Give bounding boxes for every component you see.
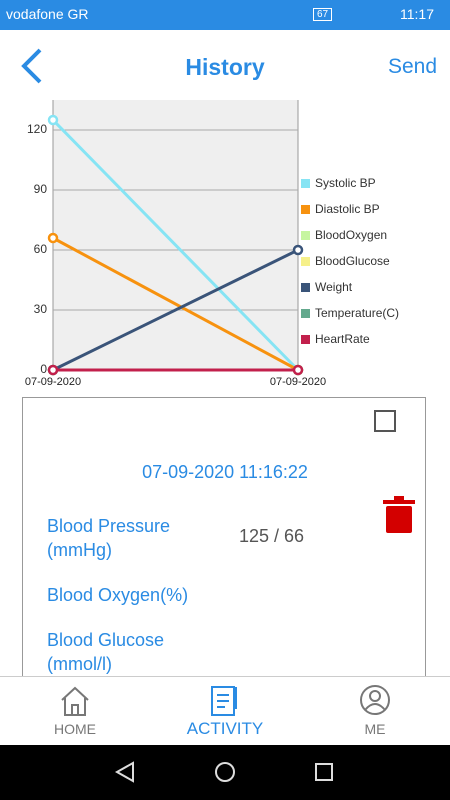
legend-label: Temperature(C) [315, 306, 399, 320]
send-button[interactable]: Send [388, 55, 438, 78]
legend-swatch [301, 205, 310, 214]
me-icon[interactable] [359, 684, 391, 716]
carrier: vodafone GR [6, 6, 89, 22]
y-tick-label: 90 [34, 182, 48, 196]
header: History Send [0, 30, 450, 102]
recent-key[interactable] [315, 763, 333, 781]
point [47, 232, 59, 244]
legend-label: HeartRate [315, 332, 370, 346]
legend-label: Diastolic BP [315, 202, 380, 216]
legend-label: Weight [315, 280, 353, 294]
row-label: Blood Oxygen(%) [47, 585, 189, 605]
title: History [185, 54, 265, 80]
point [47, 364, 59, 376]
delete-button[interactable] [383, 496, 417, 534]
row-value: 125 / 66 [239, 526, 305, 546]
clock: 11:17 [400, 6, 434, 22]
nav-item[interactable]: HOME [54, 721, 96, 737]
home-icon[interactable] [60, 685, 90, 717]
legend-label: BloodOxygen [315, 228, 387, 242]
nav-item[interactable]: ACTIVITY [186, 719, 264, 738]
y-tick-label: 30 [34, 302, 48, 316]
datetime: 07-09-2020 11:16:22 [142, 462, 308, 482]
y-tick-label: 60 [34, 242, 48, 256]
legend-label: BloodGlucose [315, 254, 390, 268]
x-tick-label: 07-09-2020 [270, 376, 326, 388]
series-line [52, 236, 299, 372]
system-nav [0, 745, 450, 800]
point [292, 244, 304, 256]
bottom-nav: HOME ACTIVITY ME [0, 676, 450, 746]
checkbox[interactable] [374, 410, 396, 432]
series-line [51, 118, 300, 372]
legend-label: Systolic BP [315, 176, 376, 190]
point [292, 364, 304, 376]
chart: 0 30 60 90 120 07-09-2020 07-09-2020 Systolic B… [20, 100, 430, 395]
activity-icon[interactable] [210, 683, 240, 717]
back-button[interactable] [18, 46, 44, 86]
x-tick-label: 07-09-2020 [25, 376, 81, 388]
row-label: Blood Glucose (mmol/l) [47, 630, 165, 674]
legend-swatch [301, 309, 310, 318]
series-line [52, 248, 299, 372]
record-card: 07-09-2020 11:16:22 Blood Pressure (mmHg… [22, 397, 426, 687]
y-tick-label: 120 [27, 122, 47, 136]
legend-swatch [301, 179, 310, 188]
status-bar: vodafone GR 67 11:17 [0, 0, 450, 30]
back-key[interactable] [114, 761, 134, 783]
nav-item[interactable]: ME [364, 721, 386, 737]
point [47, 114, 59, 126]
legend-swatch [301, 283, 310, 292]
y-tick-label: 0 [40, 362, 47, 376]
home-key[interactable] [215, 762, 235, 782]
plot-area [53, 100, 298, 370]
legend-swatch [301, 231, 310, 240]
legend-swatch [301, 257, 310, 266]
row-label: Blood Pressure (mmHg) [47, 516, 171, 560]
legend-swatch [301, 335, 310, 344]
battery: 67 [313, 8, 333, 21]
